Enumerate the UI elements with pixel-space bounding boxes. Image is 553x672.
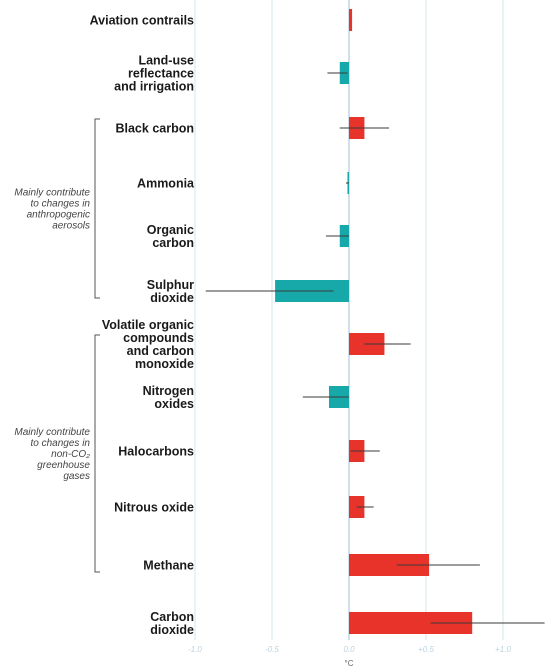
x-tick-label-2: 0.0 (343, 645, 355, 654)
group-label-0: Mainly contribute to changes in anthropoge… (14, 188, 90, 232)
category-label-9: Nitrous oxide (114, 501, 194, 515)
category-label-7: Nitrogen oxides (143, 384, 194, 411)
x-axis-unit-label: °C (345, 659, 354, 668)
category-label-2: Black carbon (115, 122, 194, 136)
category-label-8: Halocarbons (118, 445, 194, 459)
bar-0 (349, 9, 353, 31)
category-label-5: Sulphur dioxide (147, 278, 194, 305)
x-axis: °C -1.0 -0.5 0.0 +0.5 +1.0 (188, 645, 511, 668)
error-bars (205, 72, 545, 624)
group-bracket-1 (94, 334, 100, 573)
x-tick-label-0: -1.0 (188, 645, 202, 654)
bar-11 (349, 612, 473, 634)
category-label-1: Land-use reflectance and irrigation (114, 54, 194, 94)
x-tick-label-4: +1.0 (495, 645, 511, 654)
category-label-11: Carbon dioxide (150, 610, 194, 637)
x-tick-label-1: -0.5 (265, 645, 279, 654)
category-label-6: Volatile organic compounds and carbon monox… (102, 318, 194, 371)
x-tick-label-3: +0.5 (418, 645, 434, 654)
category-labels: Aviation contrails Land-use reflectance and… (90, 14, 195, 638)
group-bracket-0 (94, 118, 100, 299)
category-label-3: Ammonia (137, 177, 195, 191)
bars (275, 9, 473, 634)
category-label-0: Aviation contrails (90, 14, 194, 28)
category-label-4: Organic carbon (147, 223, 194, 250)
grid-lines (194, 0, 504, 640)
category-label-10: Methane (143, 559, 194, 573)
group-annotations: Mainly contribute to changes in anthropoge… (14, 118, 100, 573)
bar-10 (349, 554, 430, 576)
group-label-1: Mainly contribute to changes in non-CO₂ gre… (14, 427, 90, 482)
